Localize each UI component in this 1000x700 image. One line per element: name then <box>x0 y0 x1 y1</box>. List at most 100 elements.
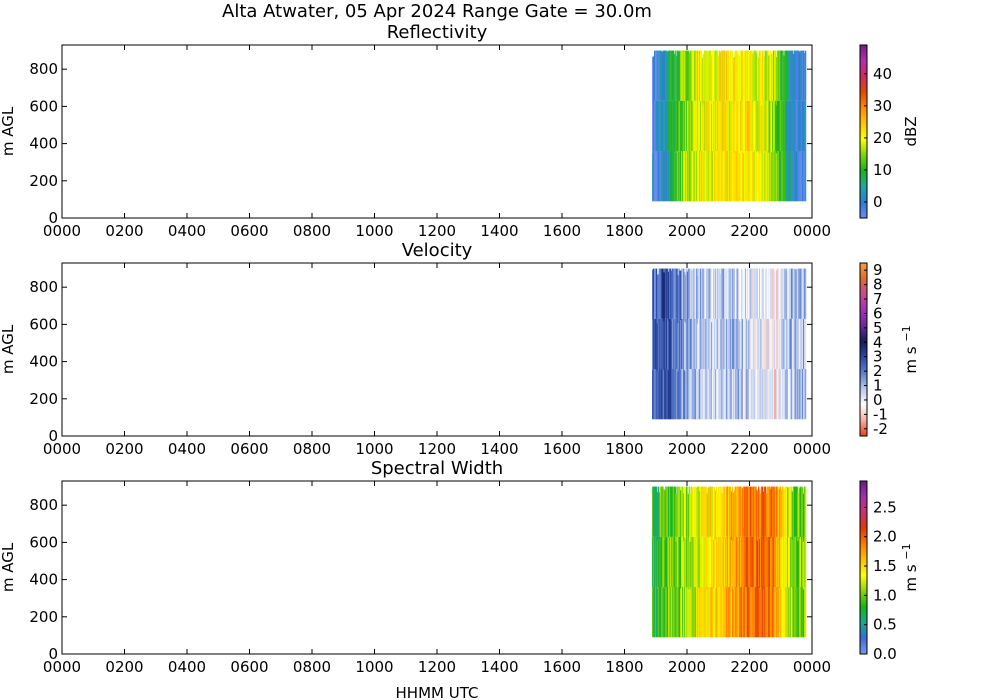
data-cell <box>773 486 775 537</box>
data-cell <box>712 100 714 152</box>
data-cell <box>684 371 687 420</box>
data-cell <box>772 151 774 202</box>
data-cell <box>763 486 766 537</box>
data-cell <box>683 536 686 588</box>
data-cell <box>757 268 759 319</box>
data-cell <box>797 50 799 101</box>
data-cell <box>753 369 755 420</box>
data-cell <box>708 587 710 638</box>
data-cell <box>697 486 699 537</box>
data-cell <box>692 486 694 537</box>
data-cell <box>724 100 726 152</box>
data-cell <box>679 320 681 370</box>
data-cell <box>804 587 807 638</box>
data-cell <box>666 268 668 319</box>
data-cell <box>685 50 688 101</box>
data-cell <box>738 369 740 420</box>
data-field <box>652 486 807 638</box>
data-cell <box>694 318 696 370</box>
data-cell <box>658 100 661 152</box>
data-cell <box>732 57 735 106</box>
data-cell <box>758 588 761 638</box>
data-cell <box>720 268 722 319</box>
data-cell <box>749 536 751 588</box>
data-cell <box>753 587 755 638</box>
data-cell <box>736 536 738 588</box>
data-cell <box>797 492 799 542</box>
data-cell <box>788 151 791 202</box>
data-cell <box>781 486 783 537</box>
data-cell <box>793 369 796 420</box>
data-cell <box>668 486 670 537</box>
data-cell <box>767 486 769 537</box>
data-cell <box>726 587 728 638</box>
data-cell <box>776 268 779 319</box>
data-cell <box>684 275 687 324</box>
data-cell <box>775 369 778 420</box>
data-cell <box>754 151 756 202</box>
data-cell <box>800 151 802 202</box>
data-cell <box>682 151 684 202</box>
data-cell <box>745 369 748 420</box>
data-cell <box>665 486 667 537</box>
data-cell <box>736 100 738 152</box>
data-cell <box>758 369 760 420</box>
data-cell <box>741 269 743 320</box>
data-cell <box>727 270 729 320</box>
data-cell <box>704 318 706 370</box>
data-cell <box>788 268 790 319</box>
data-cell <box>802 537 804 588</box>
colorbar-tick-label: -1 <box>873 405 888 423</box>
data-cell <box>726 536 728 588</box>
y-axis-label: m AGL <box>0 106 17 156</box>
data-cell <box>707 268 709 319</box>
data-cell <box>749 587 751 638</box>
data-cell <box>680 369 682 420</box>
data-cell <box>734 50 736 101</box>
data-cell <box>784 318 786 370</box>
data-cell <box>716 369 719 420</box>
data-cell <box>790 100 793 152</box>
data-cell <box>783 318 785 370</box>
data-cell <box>711 322 713 371</box>
data-cell <box>702 103 705 153</box>
data-cell <box>663 488 665 539</box>
data-cell <box>773 271 776 321</box>
data-cell <box>692 268 694 319</box>
panel-title: Spectral Width <box>371 458 503 479</box>
data-cell <box>761 587 764 638</box>
x-tick-label: 0600 <box>230 222 268 240</box>
data-cell <box>718 587 721 638</box>
data-cell <box>728 536 730 588</box>
data-cell <box>743 536 745 588</box>
data-cell <box>768 268 770 319</box>
data-cell <box>799 587 801 638</box>
data-cell <box>742 488 744 538</box>
data-cell <box>772 369 774 420</box>
data-cell <box>735 318 737 370</box>
x-tick-label: 1000 <box>355 222 393 240</box>
data-cell <box>743 50 746 101</box>
data-cell <box>657 322 660 371</box>
data-cell <box>708 369 710 420</box>
data-cell <box>664 369 666 420</box>
data-cell <box>759 589 762 638</box>
data-cell <box>740 100 742 152</box>
data-cell <box>761 486 764 537</box>
data-cell <box>768 587 770 638</box>
data-cell <box>676 151 678 202</box>
data-cell <box>717 536 720 588</box>
data-cell <box>788 369 790 420</box>
data-cell <box>670 486 673 537</box>
data-cell <box>696 587 698 638</box>
data-cell <box>654 536 657 588</box>
data-cell <box>690 50 692 101</box>
data-cell <box>798 268 800 319</box>
y-axis-label: m AGL <box>0 324 17 374</box>
data-cell <box>686 536 689 588</box>
data-cell <box>728 536 731 588</box>
data-cell <box>662 369 664 420</box>
data-cell <box>759 50 762 101</box>
data-cell <box>678 318 680 370</box>
data-cell <box>786 100 788 152</box>
